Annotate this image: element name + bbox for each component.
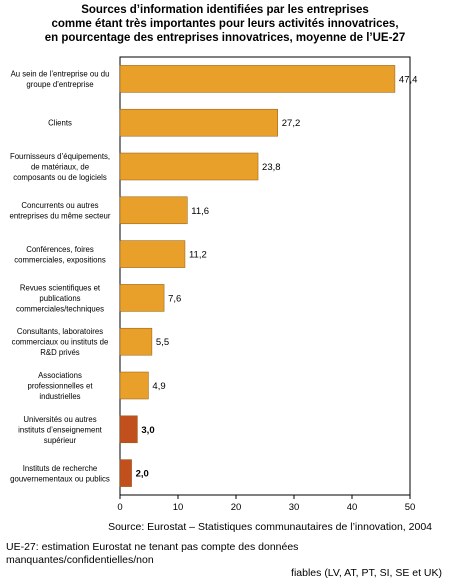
- category-label-9-line-1: Universités ou autres: [23, 415, 96, 424]
- x-tick-label-50: 50: [405, 502, 416, 513]
- value-label-3: 23,8: [262, 162, 281, 173]
- category-label-5-line-2: commerciales, expositions: [14, 255, 106, 264]
- category-label-3-line-1: Fournisseurs d’équipements,: [10, 152, 110, 161]
- x-tick-label-40: 40: [347, 502, 358, 513]
- bar-2: [119, 108, 279, 137]
- category-label-3-line-3: composants ou de logiciels: [13, 173, 107, 182]
- value-label-8: 4,9: [152, 381, 165, 392]
- category-label-9-line-2: instituts d’enseignement: [18, 425, 102, 434]
- category-label-7-line-2: commerciaux ou instituts de: [12, 338, 109, 347]
- plot-frame: [119, 56, 411, 496]
- value-label-1: 47,4: [399, 74, 418, 85]
- x-tick-label-30: 30: [289, 502, 300, 513]
- x-tick-label-20: 20: [231, 502, 242, 513]
- category-label-4-line-2: entreprises du même secteur: [10, 212, 111, 221]
- footnote: UE-27: estimation Eurostat ne tenant pas…: [6, 541, 442, 580]
- footnote-line-1: UE-27: estimation Eurostat ne tenant pas…: [6, 541, 299, 566]
- category-label-1-line-1: Au sein de l’entreprise ou du: [11, 70, 110, 79]
- category-label-6-line-2: publications: [39, 294, 80, 303]
- bar-5: [119, 240, 186, 268]
- value-label-5: 11,2: [189, 250, 207, 261]
- bar-7: [119, 327, 153, 356]
- value-label-7: 5,5: [156, 337, 169, 348]
- value-label-9: 3,0: [141, 425, 154, 436]
- bar-4: [119, 196, 188, 225]
- category-label-8-line-3: industrielles: [39, 392, 80, 401]
- bar-9: [119, 415, 138, 444]
- category-label-5-line-1: Conférences, foires: [26, 245, 94, 254]
- category-label-4-line-1: Concurrents ou autres: [21, 201, 98, 210]
- value-label-10: 2,0: [136, 469, 149, 480]
- category-label-8-line-2: professionnelles et: [27, 382, 93, 391]
- category-label-10-line-2: gouvernementaux ou publics: [10, 474, 110, 483]
- x-tick-label-10: 10: [173, 502, 184, 513]
- category-label-6-line-3: commerciales/techniques: [16, 304, 104, 313]
- title-line-1: Sources d’information identifiées par le…: [81, 4, 369, 16]
- category-label-8-line-1: Associations: [38, 371, 82, 380]
- x-tick-label-0: 0: [117, 502, 122, 513]
- category-label-7-line-3: R&D privés: [40, 348, 80, 357]
- category-label-10-line-1: Instituts de recherche: [23, 464, 98, 473]
- category-label-2-line-1: Clients: [48, 119, 72, 128]
- chart-title: Sources d’information identifiées par le…: [0, 3, 450, 45]
- bar-3: [119, 152, 259, 181]
- source-note: Source: Eurostat – Statistiques communau…: [108, 521, 432, 533]
- category-label-6-line-1: Revues scientifiques et: [20, 283, 101, 292]
- footnote-line-2: fiables (LV, AT, PT, SI, SE et UK): [291, 567, 442, 579]
- value-label-4: 11,6: [191, 206, 209, 217]
- value-label-2: 27,2: [282, 118, 301, 129]
- title-line-2: comme étant très importantes pour leurs …: [51, 18, 399, 30]
- bar-chart: 47,4 Au sein de l’entreprise ou dugroupe …: [10, 56, 418, 513]
- bar-8: [119, 371, 149, 400]
- title-line-3: en pourcentage des entreprises innovatri…: [44, 32, 406, 44]
- value-label-6: 7,6: [168, 293, 181, 304]
- category-label-1-line-2: groupe d’entreprise: [26, 80, 93, 89]
- bar-1: [119, 65, 396, 93]
- bar-10: [119, 459, 132, 487]
- category-label-7-line-1: Consultants, laboratoires: [17, 327, 103, 336]
- category-label-3-line-2: de matériaux, de: [31, 163, 89, 172]
- category-label-9-line-3: supérieur: [44, 436, 77, 445]
- bar-6: [119, 284, 165, 312]
